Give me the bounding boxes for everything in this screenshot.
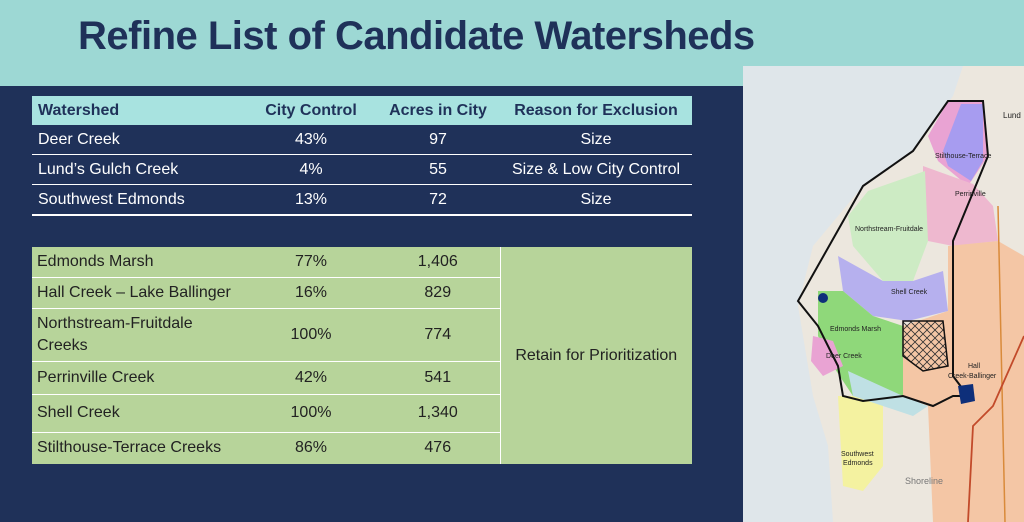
table-header-row: Watershed City Control Acres in City Rea…: [32, 96, 692, 125]
cell-acres: 476: [424, 439, 452, 457]
cell-acres: 829: [376, 277, 500, 309]
header-city-control: City Control: [246, 96, 376, 125]
table-row: Deer Creek 43% 97 Size: [32, 125, 692, 155]
map-label-southwest: Southwest: [841, 451, 874, 458]
cell-watershed: Stilthouse-Terrace Creeks: [37, 439, 222, 457]
map-label-creek-ballinger: Creek-Ballinger: [948, 373, 997, 380]
table-row: Perrinville Creek 42% 541: [32, 361, 692, 395]
map-label-edmonds-marsh: Edmonds Marsh: [830, 326, 881, 333]
marsh-pond: [818, 293, 828, 303]
cell-acres: 541: [376, 361, 500, 395]
map-label-shell-creek: Shell Creek: [891, 289, 928, 296]
watershed-map: Lund Stilthouse-Terrace Perrinville Nort…: [743, 66, 1024, 522]
header-reason-for-exclusion: Reason for Exclusion: [500, 96, 692, 125]
cell-watershed: Perrinville Creek: [32, 361, 246, 395]
cell-city-control: 77%: [246, 247, 376, 278]
table-row: Edmonds Marsh 77% 1,406 Retain for Prior…: [32, 247, 692, 464]
excluded-watersheds-table: Watershed City Control Acres in City Rea…: [32, 96, 692, 216]
cell-city-control: 100%: [246, 308, 376, 362]
cell-watershed: Lund’s Gulch Creek: [32, 154, 246, 185]
header-watershed: Watershed: [32, 96, 246, 125]
cell-reason: Size: [500, 125, 692, 155]
cell-watershed: Northstream-Fruitdale Creeks: [32, 308, 246, 362]
retained-watersheds-table: Edmonds Marsh 77% 1,406 Retain for Prior…: [32, 247, 692, 464]
cell-watershed: Deer Creek: [32, 125, 246, 155]
cell-city-control: 13%: [246, 184, 376, 216]
lake-area: [848, 371, 928, 416]
cell-city-control: 86%: [294, 439, 328, 457]
cell-watershed: Edmonds Marsh: [32, 247, 246, 278]
cell-acres: 774: [376, 308, 500, 362]
road: [997, 205, 1006, 522]
cell-reason: Size & Low City Control: [500, 154, 692, 185]
city-boundary: [796, 100, 990, 408]
lake-ballinger: [958, 384, 975, 404]
northstream-area: [848, 171, 928, 281]
map-label-stilthouse: Stilthouse-Terrace: [935, 153, 992, 160]
cell-watershed: Hall Creek – Lake Ballinger: [32, 277, 246, 309]
southwest-edmonds-area: [838, 396, 883, 491]
cell-reason: Retain for Prioritization: [499, 247, 692, 464]
deer-creek-area: [811, 336, 843, 376]
hatched-area: [902, 320, 949, 372]
header-acres-in-city: Acres in City: [376, 96, 500, 125]
cell-city-control: 4%: [246, 154, 376, 185]
cell-acres: 97: [376, 125, 500, 155]
table-row: Northstream-Fruitdale Creeks 100% 774: [32, 308, 692, 362]
cell-acres: 72: [376, 184, 500, 216]
page-title: Refine List of Candidate Watersheds: [78, 14, 755, 58]
stilthouse-terrace-area: [943, 104, 983, 181]
cell-watershed: Shell Creek: [32, 394, 246, 433]
shell-creek-area: [838, 256, 948, 321]
highway: [967, 335, 1024, 522]
cell-acres: 1,406: [376, 247, 500, 278]
table-row: Lund’s Gulch Creek 4% 55 Size & Low City…: [32, 154, 692, 185]
cell-acres: 55: [376, 154, 500, 185]
cell-city-control: 43%: [246, 125, 376, 155]
cell-city-control: 42%: [246, 361, 376, 395]
map-label-edmonds: Edmonds: [843, 460, 873, 467]
table-row: Shell Creek 100% 1,340: [32, 394, 692, 433]
table-row: Stilthouse-Terrace Creeks 86% 476: [32, 432, 692, 464]
map-label-deer-creek: Deer Creek: [826, 353, 862, 360]
cell-city-control: 100%: [246, 394, 376, 433]
map-label-northstream: Northstream-Fruitdale: [855, 226, 923, 233]
map-label-lund: Lund: [1003, 111, 1021, 120]
perrinville-area: [923, 166, 998, 246]
table-row: Hall Creek – Lake Ballinger 16% 829: [32, 277, 692, 309]
cell-watershed: Southwest Edmonds: [32, 184, 246, 216]
cell-acres: 1,340: [376, 394, 500, 433]
hall-creek-area: [903, 241, 1024, 522]
map-label-perrinville: Perrinville: [955, 191, 986, 198]
map-label-shoreline: Shoreline: [905, 476, 943, 486]
cell-city-control: 16%: [246, 277, 376, 309]
map-label-hall: Hall: [968, 363, 981, 370]
table-row: Southwest Edmonds 13% 72 Size: [32, 184, 692, 216]
cell-reason: Size: [500, 184, 692, 216]
